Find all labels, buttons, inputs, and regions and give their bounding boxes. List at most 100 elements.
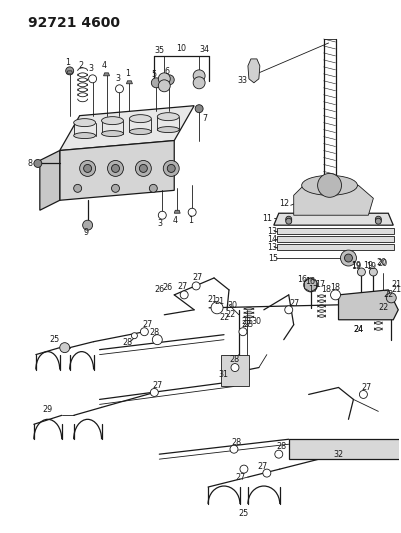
Text: 3: 3: [158, 219, 163, 228]
Text: 21: 21: [391, 280, 401, 289]
Text: 16: 16: [297, 276, 307, 285]
Circle shape: [330, 290, 340, 300]
Text: 7: 7: [203, 114, 208, 123]
Polygon shape: [338, 290, 398, 320]
Polygon shape: [103, 73, 109, 76]
Text: 1: 1: [188, 216, 192, 225]
Text: 11: 11: [262, 214, 272, 223]
Text: 26: 26: [154, 285, 164, 294]
Circle shape: [375, 216, 381, 222]
Text: 12: 12: [279, 199, 289, 208]
Ellipse shape: [157, 112, 179, 120]
Polygon shape: [174, 210, 180, 213]
Bar: [277, 236, 394, 242]
Circle shape: [111, 165, 119, 172]
Circle shape: [107, 160, 124, 176]
Text: 27: 27: [192, 273, 202, 282]
Text: 28: 28: [231, 438, 241, 447]
Text: 22: 22: [219, 313, 229, 322]
Circle shape: [66, 67, 74, 75]
Circle shape: [285, 306, 293, 314]
Circle shape: [386, 293, 396, 303]
Circle shape: [84, 165, 91, 172]
Circle shape: [152, 335, 162, 345]
Polygon shape: [60, 106, 194, 150]
Polygon shape: [294, 179, 373, 215]
Text: 25: 25: [239, 510, 249, 519]
Circle shape: [158, 73, 170, 85]
Text: 10: 10: [176, 44, 186, 53]
Text: 27: 27: [177, 282, 187, 292]
Text: 19: 19: [351, 261, 361, 270]
Text: 1: 1: [65, 59, 70, 67]
Text: 17: 17: [316, 280, 326, 289]
Circle shape: [136, 160, 151, 176]
Text: 92721 4600: 92721 4600: [28, 16, 120, 30]
Polygon shape: [248, 59, 260, 83]
Circle shape: [318, 173, 342, 197]
Circle shape: [163, 160, 179, 176]
Text: 23: 23: [242, 317, 252, 326]
Ellipse shape: [101, 131, 124, 136]
Text: 30: 30: [252, 317, 262, 326]
Text: 23: 23: [244, 320, 254, 329]
Circle shape: [263, 469, 271, 477]
Ellipse shape: [130, 128, 151, 134]
Ellipse shape: [74, 133, 95, 139]
Text: 21: 21: [214, 297, 224, 306]
Text: 4: 4: [102, 61, 107, 70]
Circle shape: [275, 450, 283, 458]
Text: 19: 19: [366, 262, 377, 271]
Polygon shape: [305, 278, 317, 292]
Polygon shape: [40, 150, 60, 210]
Text: 27: 27: [142, 320, 152, 329]
Circle shape: [180, 291, 188, 299]
Text: 15: 15: [268, 254, 278, 263]
Circle shape: [344, 254, 352, 262]
Bar: [289, 439, 401, 459]
Text: 24: 24: [353, 325, 363, 334]
Circle shape: [230, 445, 238, 453]
Circle shape: [164, 75, 174, 85]
Text: 21: 21: [391, 285, 401, 294]
Text: 2: 2: [78, 61, 83, 70]
Circle shape: [83, 220, 93, 230]
Text: 27: 27: [290, 300, 300, 308]
Text: 27: 27: [242, 320, 252, 329]
Text: 22: 22: [383, 290, 393, 300]
Circle shape: [151, 78, 161, 88]
Circle shape: [375, 218, 381, 224]
Text: 20: 20: [377, 259, 387, 268]
Text: 27: 27: [152, 381, 162, 390]
Text: 29: 29: [43, 405, 53, 414]
Text: 21: 21: [207, 295, 217, 304]
Text: 3: 3: [115, 74, 120, 83]
Circle shape: [193, 77, 205, 89]
Circle shape: [211, 302, 223, 314]
Ellipse shape: [74, 119, 95, 127]
Text: 4: 4: [173, 216, 178, 225]
Polygon shape: [60, 141, 174, 200]
Polygon shape: [274, 213, 393, 225]
Circle shape: [80, 160, 95, 176]
Circle shape: [286, 218, 292, 224]
Text: 18: 18: [330, 284, 340, 293]
Circle shape: [158, 211, 166, 219]
Circle shape: [150, 389, 158, 397]
Ellipse shape: [101, 117, 124, 125]
Ellipse shape: [302, 175, 357, 195]
Text: 13: 13: [267, 243, 277, 252]
Text: 31: 31: [218, 370, 228, 379]
Circle shape: [60, 343, 70, 353]
Text: 27: 27: [258, 462, 268, 471]
Text: 22: 22: [378, 303, 389, 312]
Text: 28: 28: [149, 328, 159, 337]
Text: 18: 18: [322, 285, 332, 294]
Text: 30: 30: [227, 301, 237, 310]
Circle shape: [115, 85, 124, 93]
Text: 26: 26: [162, 284, 172, 293]
Circle shape: [140, 328, 148, 336]
Text: 34: 34: [199, 45, 209, 54]
Bar: [221, 354, 249, 386]
Bar: [277, 244, 394, 250]
